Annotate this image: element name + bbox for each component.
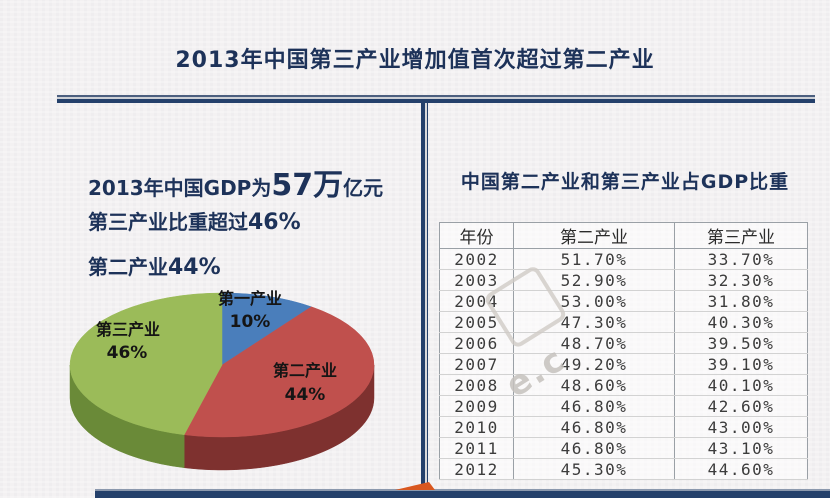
table-header-row: 年份 第二产业 第三产业 (439, 222, 808, 249)
gdp-total-value: 57万 (271, 168, 344, 203)
share-value-cell: 51.70% (513, 248, 675, 270)
gdp-headline: 2013年中国GDP为57万亿元 (88, 160, 383, 204)
tertiary-share-line: 第三产业比重超过46% (88, 206, 301, 235)
pie-label-tertiary-industry: 第三产业 (95, 320, 161, 339)
headline-unit: 亿元 (343, 176, 384, 200)
secondary-share-text: 第二产业 (88, 255, 168, 279)
share-value-cell: 46.80% (513, 437, 675, 459)
share-value-cell: 45.30% (513, 458, 675, 480)
pie-slice (183, 306, 375, 438)
column-header-secondary: 第二产业 (513, 222, 675, 249)
share-value-cell: 43.10% (674, 437, 808, 459)
gdp-share-table: 年份 第二产业 第三产业 2002 51.70% 33.70% 2003 52.90% 3… (439, 222, 808, 480)
share-value-cell: 43.00% (674, 416, 808, 438)
year-cell: 2012 (439, 458, 514, 480)
secondary-share-value: 44% (168, 255, 221, 280)
table-row: 2009 46.80% 42.60% (439, 395, 808, 417)
horizontal-divider (57, 95, 815, 103)
pie-label-secondary-industry: 第二产业 (272, 361, 338, 380)
year-cell: 2010 (439, 416, 514, 438)
pie-slice (221, 292, 312, 366)
share-value-cell: 44.60% (674, 458, 808, 480)
table-row: 2007 49.20% 39.10% (439, 353, 808, 375)
year-cell: 2002 (439, 248, 514, 270)
table-row: 2004 53.00% 31.80% (439, 290, 808, 312)
tertiary-share-text: 第三产业比重超过 (88, 210, 248, 234)
share-value-cell: 46.80% (513, 416, 675, 438)
share-value-cell: 52.90% (513, 269, 675, 291)
table-row: 2008 48.60% 40.10% (439, 374, 808, 396)
year-cell: 2006 (439, 332, 514, 354)
headline-text: 2013年中国GDP为 (88, 176, 272, 200)
secondary-share-line: 第二产业44% (88, 251, 221, 280)
share-value-cell: 53.00% (513, 290, 675, 312)
pie-value-primary-industry: 10% (229, 312, 271, 332)
share-value-cell: 40.30% (674, 311, 808, 333)
column-header-year: 年份 (439, 222, 514, 249)
pie-label-primary-industry: 第一产业 (217, 289, 283, 308)
orange-swoosh-icon (395, 482, 435, 490)
share-value-cell: 39.50% (674, 332, 808, 354)
vertical-divider (421, 103, 428, 487)
table-title: 中国第二产业和第三产业占GDP比重 (460, 171, 790, 193)
gdp-table-body: 2002 51.70% 33.70% 2003 52.90% 32.30% 2004 53.0… (439, 248, 808, 480)
table-row: 2010 46.80% 43.00% (439, 416, 808, 438)
pie-value-tertiary-industry: 46% (106, 343, 148, 363)
year-cell: 2009 (439, 395, 514, 417)
table-row: 2006 48.70% 39.50% (439, 332, 808, 354)
year-cell: 2003 (439, 269, 514, 291)
pie-slice (69, 292, 223, 436)
share-value-cell: 47.30% (513, 311, 675, 333)
year-cell: 2005 (439, 311, 514, 333)
table-row: 2005 47.30% 40.30% (439, 311, 808, 333)
table-row: 2012 45.30% 44.60% (439, 458, 808, 480)
share-value-cell: 42.60% (674, 395, 808, 417)
bottom-divider (95, 489, 830, 498)
year-cell: 2011 (439, 437, 514, 459)
year-cell: 2004 (439, 290, 514, 312)
share-value-cell: 40.10% (674, 374, 808, 396)
table-row: 2002 51.70% 33.70% (439, 248, 808, 270)
pie-chart (69, 292, 375, 471)
year-cell: 2007 (439, 353, 514, 375)
pie-value-secondary-industry: 44% (284, 385, 326, 405)
share-value-cell: 31.80% (674, 290, 808, 312)
share-value-cell: 32.30% (674, 269, 808, 291)
share-value-cell: 39.10% (674, 353, 808, 375)
share-value-cell: 48.60% (513, 374, 675, 396)
share-value-cell: 48.70% (513, 332, 675, 354)
table-row: 2011 46.80% 43.10% (439, 437, 808, 459)
share-value-cell: 49.20% (513, 353, 675, 375)
share-value-cell: 46.80% (513, 395, 675, 417)
table-row: 2003 52.90% 32.30% (439, 269, 808, 291)
share-value-cell: 33.70% (674, 248, 808, 270)
column-header-tertiary: 第三产业 (674, 222, 808, 249)
year-cell: 2008 (439, 374, 514, 396)
page-title: 2013年中国第三产业增加值首次超过第二产业 (175, 48, 655, 73)
tertiary-share-value: 46% (248, 210, 301, 235)
